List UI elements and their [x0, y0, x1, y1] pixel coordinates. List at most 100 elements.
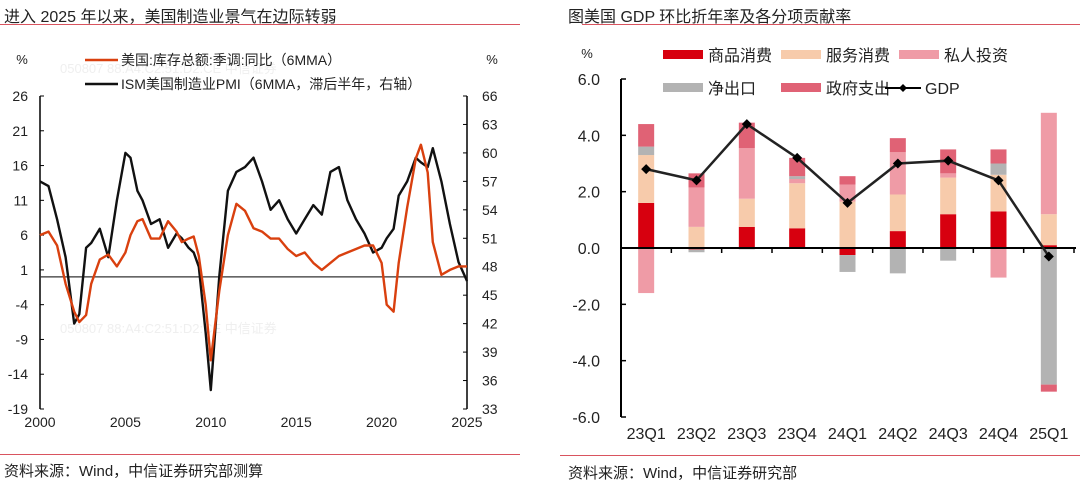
bar-net-exports — [839, 255, 856, 272]
bar-goods — [839, 248, 856, 256]
bar-services — [990, 174, 1007, 212]
bar-private-investment — [688, 187, 705, 227]
x-tick-label: 23Q1 — [627, 426, 666, 443]
left-source-note: 资料来源：Wind，中信证券研究部测算 — [4, 463, 264, 480]
y-tick-label: 2.0 — [578, 185, 600, 202]
y-tick-label: 0.0 — [578, 241, 600, 258]
bar-goods — [889, 231, 906, 248]
bar-government — [990, 149, 1007, 164]
source-divider — [0, 454, 520, 455]
x-tick-label: 24Q1 — [828, 426, 867, 443]
legend-swatch-government — [781, 83, 821, 92]
x-tick-label: 2020 — [366, 414, 397, 430]
source-divider — [560, 455, 1080, 456]
gdp-point — [943, 155, 954, 166]
bar-government — [839, 176, 856, 185]
gdp-point — [641, 164, 652, 175]
bar-goods — [638, 202, 655, 248]
x-tick-label: 23Q3 — [727, 426, 766, 443]
bar-goods — [940, 214, 957, 248]
legend-label: 商品消费 — [708, 47, 772, 65]
bar-net-exports — [1040, 248, 1057, 385]
left-y-tick-label: 11 — [13, 192, 28, 208]
y-tick-label: 4.0 — [578, 128, 600, 145]
bar-private-investment — [839, 184, 856, 202]
bar-services — [839, 201, 856, 248]
left-y-tick-label: -14 — [8, 366, 28, 382]
right-y-tick-label: 33 — [482, 401, 498, 417]
legend-label: 政府支出 — [826, 80, 890, 98]
right-y-tick-label: 60 — [482, 145, 498, 161]
bar-private-investment — [990, 248, 1007, 278]
bar-goods — [738, 226, 755, 248]
x-tick-label: 24Q3 — [929, 426, 968, 443]
bar-services — [1040, 214, 1057, 246]
watermark: 050807 88:A4:C2:51:D2:CE 中信证券 — [60, 321, 277, 336]
bar-services — [738, 198, 755, 227]
right-y-tick-label: 39 — [482, 344, 498, 360]
right-y-tick-label: 42 — [482, 316, 498, 332]
legend-label: 私人投资 — [944, 47, 1008, 65]
bar-net-exports — [789, 176, 806, 179]
gdp-point — [1043, 251, 1054, 262]
gdp-point — [792, 152, 803, 163]
right-chart-title: 图美国 GDP 环比折年率及各分项贡献率 — [568, 9, 852, 26]
left-axis-unit: % — [16, 52, 28, 67]
left-y-tick-label: 21 — [12, 123, 28, 139]
x-tick-label: 2005 — [110, 414, 141, 430]
bar-services — [940, 177, 957, 215]
right-y-tick-label: 57 — [482, 173, 498, 189]
left-chart-panel: 进入 2025 年以来，美国制造业景气在边际转弱 050807 88:A4:C2… — [0, 0, 520, 481]
bar-government — [889, 138, 906, 153]
bar-goods — [789, 228, 806, 248]
right-y-tick-label: 45 — [482, 287, 498, 303]
bar-government — [1040, 384, 1057, 392]
y-axis-unit: % — [581, 46, 593, 61]
inventory-pmi-chart: 050807 88:A4:C2:51:D2:CE 中信证券 050807 88:A… — [8, 52, 498, 430]
bar-private-investment — [638, 248, 655, 294]
legend-swatch-private-investment — [899, 50, 939, 59]
left-y-tick-label: 6 — [20, 227, 28, 243]
x-tick-label: 25Q1 — [1029, 426, 1068, 443]
left-y-tick-label: -4 — [16, 297, 29, 313]
x-tick-label: 23Q4 — [778, 426, 817, 443]
bar-services — [638, 155, 655, 203]
right-source-note: 资料来源：Wind，中信证券研究部 — [568, 465, 798, 482]
bar-government — [638, 124, 655, 147]
bar-net-exports — [889, 248, 906, 274]
right-y-tick-label: 54 — [482, 202, 498, 218]
left-y-tick-label: 1 — [20, 262, 28, 278]
legend-label: 服务消费 — [826, 47, 890, 65]
bar-net-exports — [940, 248, 957, 261]
right-y-tick-label: 66 — [482, 88, 498, 104]
x-tick-label: 2010 — [195, 414, 226, 430]
legend-swatch-services — [781, 50, 821, 59]
bar-private-investment — [738, 148, 755, 199]
inventory-yoy-line — [39, 143, 467, 362]
right-y-tick-label: 48 — [482, 259, 498, 275]
bar-net-exports — [990, 163, 1007, 175]
legend-gdp-marker — [899, 84, 907, 92]
left-y-tick-label: -19 — [8, 401, 28, 417]
legend-label: ISM美国制造业PMI（6MMA，滞后半年，右轴） — [121, 76, 421, 92]
bar-services — [789, 183, 806, 229]
legend-label: 净出口 — [708, 80, 756, 98]
gdp-point — [741, 119, 752, 130]
x-tick-label: 2015 — [281, 414, 312, 430]
right-y-tick-label: 36 — [482, 373, 498, 389]
bar-services — [688, 226, 705, 248]
bar-private-investment — [1040, 112, 1057, 215]
legend-label: GDP — [925, 81, 960, 98]
gdp-point — [842, 197, 853, 208]
bar-net-exports — [638, 146, 655, 156]
title-divider — [0, 24, 520, 25]
bar-services — [889, 194, 906, 232]
x-tick-label: 2025 — [451, 414, 482, 430]
y-tick-label: -2.0 — [572, 297, 600, 314]
right-y-tick-label: 63 — [482, 116, 498, 132]
gdp-point — [993, 175, 1004, 186]
x-tick-label: 2000 — [24, 414, 55, 430]
title-divider — [582, 24, 1080, 25]
gdp-point — [892, 158, 903, 169]
bar-goods — [990, 211, 1007, 248]
